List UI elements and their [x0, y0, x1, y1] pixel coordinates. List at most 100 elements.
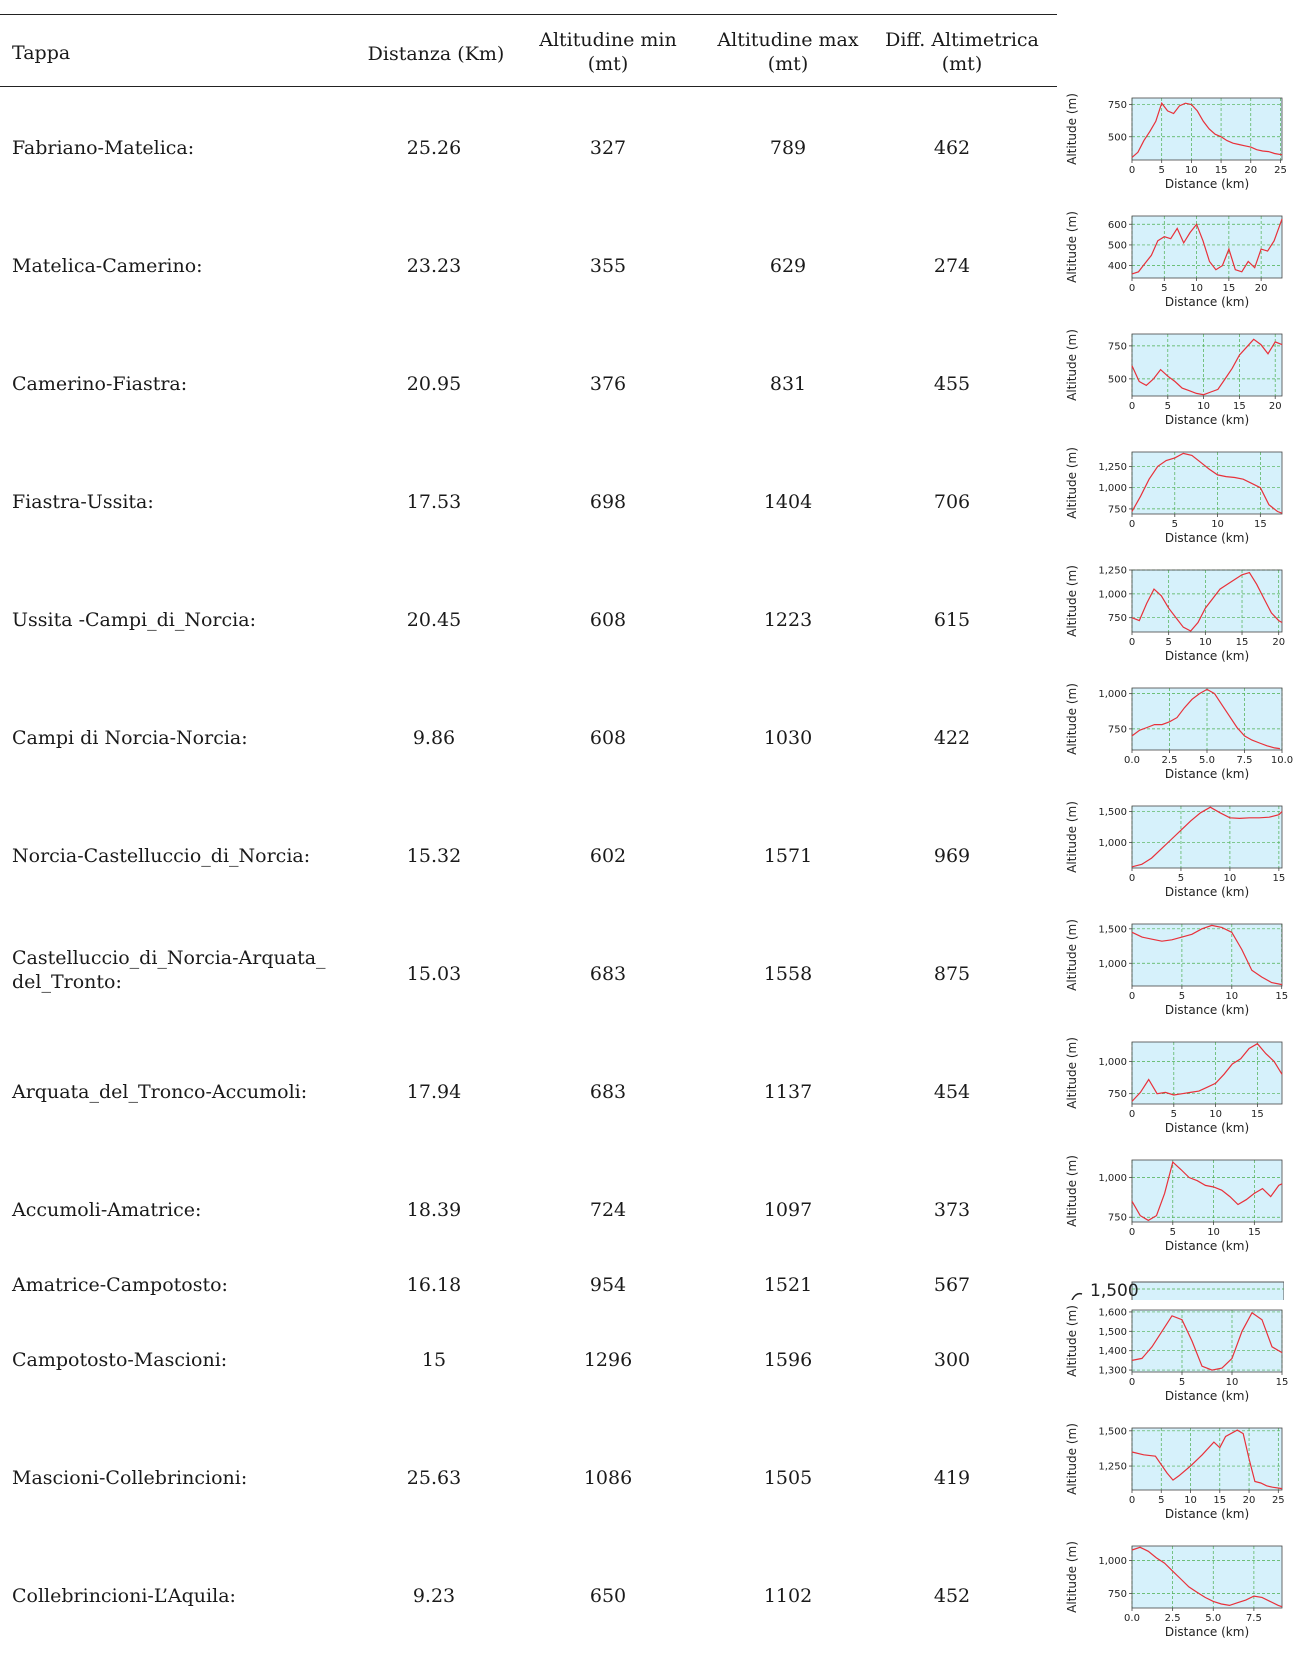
cell-tappa: Campotosto-Mascioni: [12, 1349, 228, 1371]
chart-series-line [1131, 571, 1283, 632]
chart-plot-area [1132, 806, 1282, 868]
cell-tappa: Camerino-Fiastra: [12, 373, 188, 395]
chart-xtick-label: 10.0 [1271, 755, 1293, 766]
chart-series-line [1131, 1160, 1283, 1222]
cell-tappa-line1: Castelluccio_di_Norcia-Arquata_ [12, 947, 326, 969]
cell-tappa: Accumoli-Amatrice: [12, 1199, 202, 1221]
chart-xlabel: Distance (km) [1165, 767, 1249, 781]
chart-ytick-label: 1,250 [1098, 566, 1127, 577]
chart-xtick-label: 10 [1197, 401, 1210, 412]
chart-xlabel: Distance (km) [1165, 295, 1249, 309]
cell-diff-altimetrica: 455 [933, 373, 971, 395]
chart-ylabel: Altitude (m) [1065, 565, 1079, 637]
chart-xtick-label: 7.5 [1246, 1613, 1262, 1624]
elevation-chart: 1,300 1,400 1,500 1,600 0 5 10 15 Distance (km) A… [1065, 1305, 1288, 1403]
chart-plot-area [1132, 452, 1282, 514]
chart-series-line [1131, 688, 1280, 750]
cell-distanza: 25.26 [406, 137, 462, 159]
cell-altitudine-min: 608 [589, 609, 627, 631]
chart-xtick-label: 20 [1244, 165, 1257, 176]
chart-series-line [1131, 218, 1283, 275]
cell-altitudine-min: 698 [589, 491, 627, 513]
chart-plot-area [1132, 1160, 1282, 1222]
chart-xtick-label: 5 [1179, 1377, 1185, 1388]
chart-xtick-label: 0 [1129, 991, 1135, 1002]
chart-xtick-label: 20 [1269, 401, 1282, 412]
cell-diff-altimetrica: 373 [933, 1199, 971, 1221]
cell-distanza: 23.23 [406, 255, 462, 277]
chart-xtick-label: 15 [1248, 1227, 1261, 1238]
chart-xtick-label: 20 [1255, 283, 1268, 294]
chart-xtick-label: 15 [1254, 519, 1267, 530]
chart-xtick-label: 5 [1161, 283, 1167, 294]
chart-xlabel: Distance (km) [1165, 413, 1249, 427]
chart-ylabel: Altitude (m) [1065, 1155, 1079, 1227]
elevation-chart: 1,250 1,500 0 5 10 15 20 25 Distance (km) Altitud… [1065, 1423, 1285, 1521]
cell-diff-altimetrica: 615 [933, 609, 971, 631]
chart-xtick-label: 0.0 [1124, 1613, 1140, 1624]
cell-tappa: Matelica-Camerino: [12, 255, 203, 277]
cell-altitudine-max: 1558 [763, 963, 813, 985]
elevation-chart: 500 750 0 5 10 15 20 Distance (km) Altitude (m) [1065, 329, 1283, 427]
chart-xtick-label: 15 [1275, 991, 1288, 1002]
cell-altitudine-min: 376 [589, 373, 627, 395]
cell-altitudine-min: 355 [589, 255, 627, 277]
chart-xtick-label: 5 [1158, 1495, 1164, 1506]
cell-tappa: Ussita -Campi_di_Norcia: [12, 609, 256, 631]
cell-diff-altimetrica: 300 [933, 1349, 971, 1371]
header-amax-line2: (mt) [767, 53, 809, 75]
cell-diff-altimetrica: 706 [933, 491, 971, 513]
chart-xtick-label: 20 [1243, 1495, 1256, 1506]
chart-xlabel: Distance (km) [1165, 1239, 1249, 1253]
chart-xtick-label: 10 [1207, 1227, 1220, 1238]
chart-ytick-label: 750 [1108, 504, 1127, 515]
chart-xtick-label: 5 [1178, 873, 1184, 884]
cell-distanza: 20.45 [406, 609, 462, 631]
cell-altitudine-max: 789 [769, 137, 807, 159]
chart-series-line [1131, 806, 1283, 868]
cell-altitudine-min: 1296 [583, 1349, 633, 1371]
cell-distanza: 15.32 [406, 845, 462, 867]
header-amin-line2: (mt) [587, 53, 629, 75]
cell-diff-altimetrica: 422 [933, 727, 971, 749]
cell-diff-altimetrica: 567 [933, 1274, 971, 1296]
chart-frame [1131, 1309, 1283, 1373]
cell-altitudine-max: 1404 [763, 491, 813, 513]
chart-xtick-label: 2.5 [1165, 1613, 1181, 1624]
chart-ytick-label: 750 [1108, 341, 1127, 352]
chart-series-line [1131, 452, 1283, 514]
cell-distanza: 20.95 [406, 373, 462, 395]
cell-distanza: 25.63 [406, 1467, 462, 1489]
elevation-chart: 750 1,000 1,250 0 5 10 15 Distance (km) Altitude… [1065, 447, 1283, 545]
cell-altitudine-min: 327 [589, 137, 627, 159]
chart-xtick-label: 5 [1165, 401, 1171, 412]
chart-xtick-label: 10 [1185, 165, 1198, 176]
chart-ytick-label: 750 [1108, 100, 1127, 111]
cell-distanza: 9.23 [412, 1585, 456, 1607]
chart-xtick-label: 0 [1129, 1109, 1135, 1120]
cell-altitudine-max: 1102 [763, 1585, 813, 1607]
chart-xtick-label: 25 [1274, 165, 1287, 176]
cell-altitudine-min: 724 [589, 1199, 627, 1221]
cell-altitudine-min: 954 [589, 1274, 627, 1296]
chart-ytick-label: 600 [1108, 220, 1127, 231]
cell-tappa: Amatrice-Campotosto: [12, 1274, 228, 1296]
chart-ylabel: Altitude (m) [1065, 1541, 1079, 1613]
chart-xtick-label: 5 [1165, 637, 1171, 648]
chart-xtick-label: 10 [1211, 519, 1224, 530]
chart-xtick-label: 0 [1129, 1495, 1135, 1506]
chart-xtick-label: 5.0 [1205, 1613, 1221, 1624]
chart-xtick-label: 0 [1129, 519, 1135, 530]
cropped-chart-ylabel-fragment [1071, 1292, 1083, 1300]
chart-xlabel: Distance (km) [1165, 531, 1249, 545]
chart-ytick-label: 1,000 [1098, 483, 1127, 494]
chart-xtick-label: 15 [1222, 283, 1235, 294]
chart-xtick-label: 15 [1236, 637, 1249, 648]
elevation-chart: 1,000 1,500 0 5 10 15 Distance (km) Altitude (m… [1065, 919, 1288, 1017]
chart-frame [1131, 923, 1283, 987]
cell-altitudine-max: 1521 [763, 1274, 813, 1296]
chart-xtick-label: 0 [1129, 165, 1135, 176]
chart-xtick-label: 10 [1225, 991, 1238, 1002]
chart-ytick-label: 1,500 [1098, 807, 1127, 818]
